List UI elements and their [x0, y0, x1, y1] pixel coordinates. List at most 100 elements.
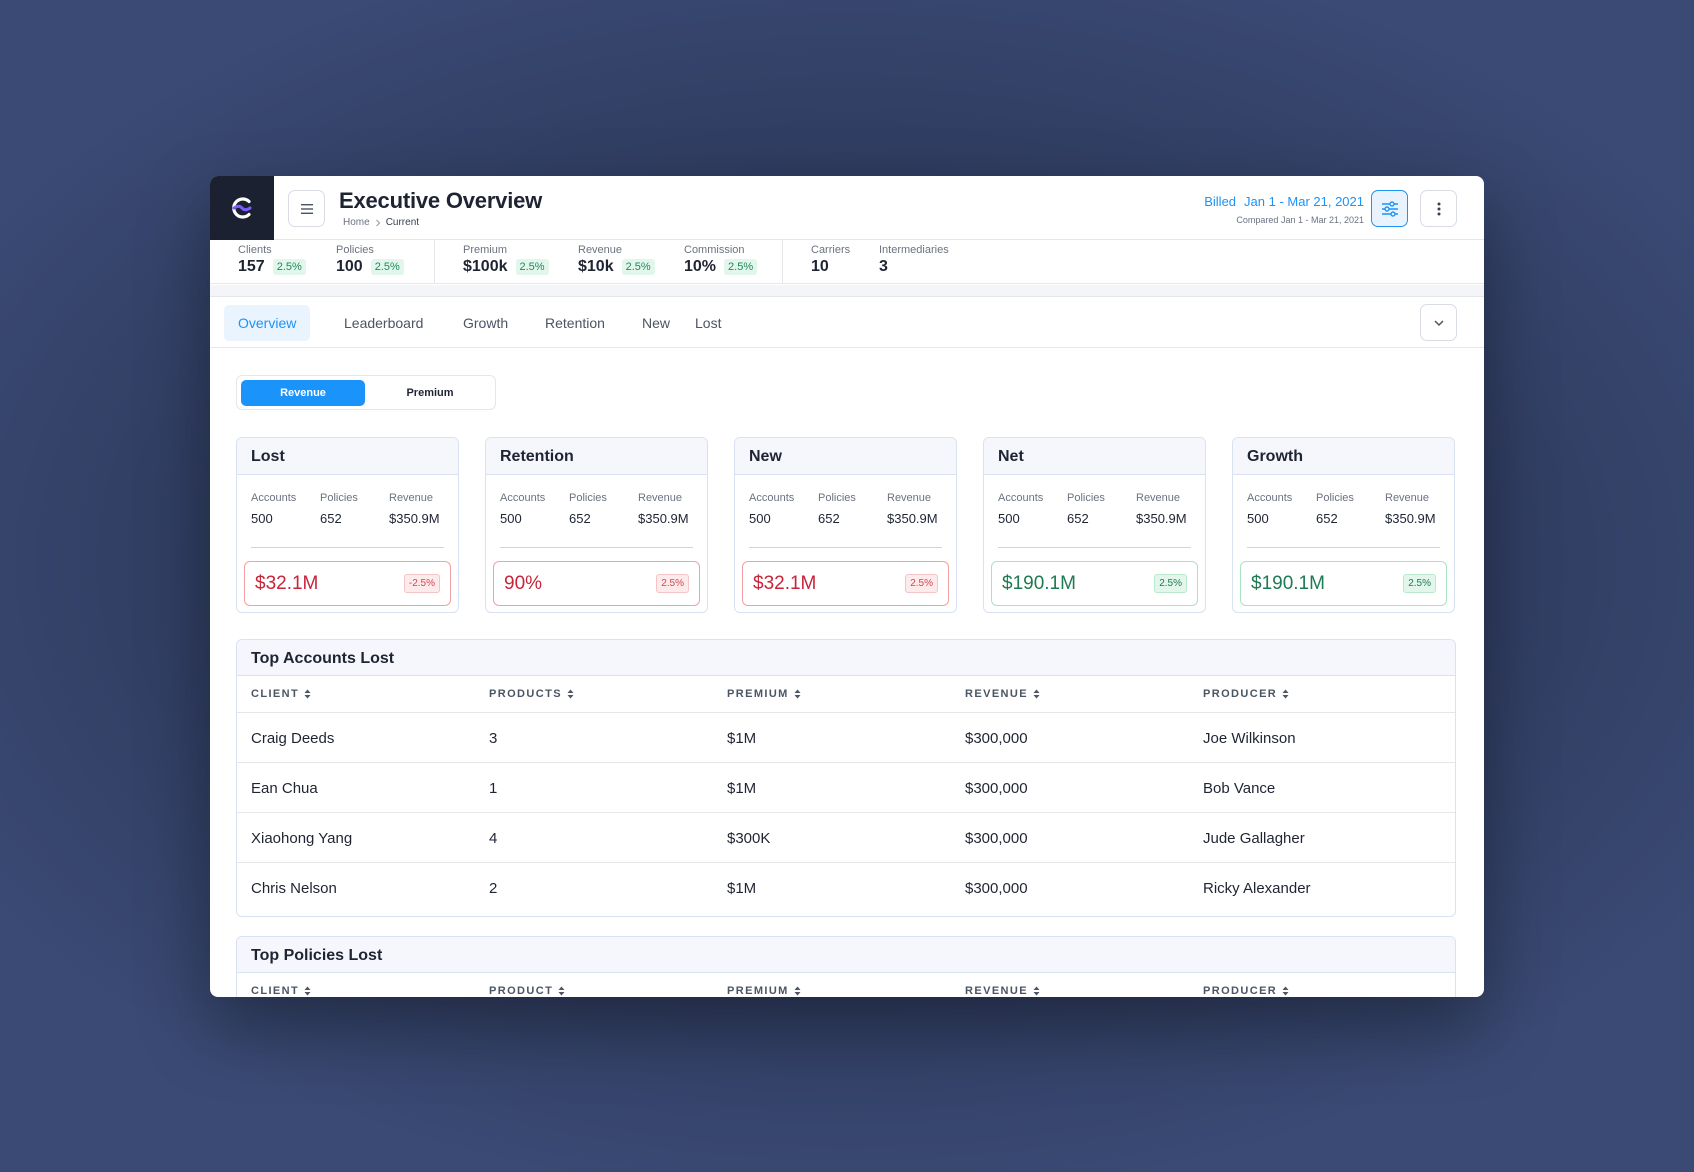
stats-divider [782, 240, 783, 284]
more-options-button[interactable] [1420, 190, 1457, 227]
metric-label: Revenue [887, 492, 932, 504]
filter-settings-button[interactable] [1371, 190, 1408, 227]
cell-producer: Ricky Alexander [1203, 880, 1311, 897]
card-divider [251, 547, 444, 548]
column-header-producer[interactable]: PRODUCER [1203, 688, 1289, 700]
cell-revenue: $300,000 [965, 830, 1028, 847]
stat-value: 100 [336, 258, 363, 275]
metric-value: $350.9M [887, 511, 938, 526]
metric-label: Revenue [638, 492, 683, 504]
card-metrics: Accounts 500 Policies 652 Revenue $350.9M [500, 492, 693, 532]
metric-label: Policies [569, 492, 607, 504]
card-metrics: Accounts 500 Policies 652 Revenue $350.9M [251, 492, 444, 532]
cell-revenue: $300,000 [965, 880, 1028, 897]
hamburger-menu-button[interactable] [288, 190, 325, 227]
table-row[interactable]: Craig Deeds 3 $1M $300,000 Joe Wilkinson [237, 713, 1455, 763]
cell-producer: Jude Gallagher [1203, 830, 1305, 847]
table-header-row: CLIENT PRODUCTS PREMIUM REVENUE PRODUCER [237, 676, 1455, 713]
column-header-product[interactable]: PRODUCT [489, 985, 565, 997]
stat-value: $10k [578, 258, 614, 275]
tabs-dropdown-button[interactable] [1420, 304, 1457, 341]
metric-value: 652 [1316, 511, 1338, 526]
metric-value: 500 [749, 511, 771, 526]
stat-label: Policies [336, 244, 374, 256]
app-logo-icon[interactable] [210, 176, 274, 240]
stat-badge: 2.5% [724, 259, 758, 275]
metric-label: Accounts [251, 492, 297, 504]
summary-card-growth: Growth Accounts 500 Policies 652 Revenue $3… [1232, 437, 1455, 613]
tab-leaderboard[interactable]: Leaderboard [344, 315, 424, 331]
page-title: Executive Overview [339, 188, 543, 213]
table-row[interactable]: Chris Nelson 2 $1M $300,000 Ricky Alexan… [237, 863, 1455, 913]
stat-value: $100k [463, 258, 508, 275]
stat-intermediaries: Intermediaries 3 [879, 244, 949, 276]
column-header-revenue[interactable]: REVENUE [965, 985, 1040, 997]
column-label: PRODUCER [1203, 688, 1278, 700]
card-change-badge: 2.5% [905, 574, 938, 593]
stat-label: Commission [684, 244, 745, 256]
tab-new[interactable]: New [642, 315, 671, 331]
tab-lost[interactable]: Lost [695, 315, 722, 331]
column-header-products[interactable]: PRODUCTS [489, 688, 574, 700]
stats-divider [434, 240, 435, 284]
stats-bar: Clients 157 2.5% Policies 100 2.5% Premium… [210, 240, 1484, 284]
metric-value: 500 [1247, 511, 1269, 526]
summary-card-new: New Accounts 500 Policies 652 Revenue $350.… [734, 437, 957, 613]
column-label: PREMIUM [727, 985, 789, 997]
stat-value: 157 [238, 258, 265, 275]
column-header-revenue[interactable]: REVENUE [965, 688, 1040, 700]
cell-products: 3 [489, 730, 498, 747]
cell-products: 4 [489, 830, 498, 847]
billed-date-range[interactable]: Billed Jan 1 - Mar 21, 2021 [1204, 194, 1364, 209]
card-divider [998, 547, 1191, 548]
metric-value: $350.9M [389, 511, 440, 526]
summary-card-retention: Retention Accounts 500 Policies 652 Revenu… [485, 437, 708, 613]
stat-carriers: Carriers 10 [811, 244, 850, 276]
cell-client: Ean Chua [251, 780, 318, 797]
card-metrics: Accounts 500 Policies 652 Revenue $350.9M [1247, 492, 1440, 532]
tab-bar: Overview Leaderboard Growth Retention Ne… [210, 298, 1484, 348]
column-header-premium[interactable]: PREMIUM [727, 688, 801, 700]
metric-value: $350.9M [1385, 511, 1436, 526]
stat-label: Carriers [811, 244, 851, 256]
column-label: PRODUCT [489, 985, 554, 997]
metric-label: Policies [1316, 492, 1354, 504]
metric-label: Revenue [1136, 492, 1181, 504]
metric-value: $350.9M [1136, 511, 1187, 526]
stat-clients: Clients 157 2.5% [238, 244, 306, 276]
card-title: Retention [486, 438, 707, 475]
billed-range: Jan 1 - Mar 21, 2021 [1244, 194, 1364, 209]
sort-icon [1033, 689, 1040, 699]
card-change-badge: 2.5% [656, 574, 689, 593]
cell-client: Xiaohong Yang [251, 830, 353, 847]
breadcrumb-home[interactable]: Home [343, 217, 370, 228]
table-header-row: CLIENT PRODUCT PREMIUM REVENUE PRODUCER [237, 973, 1455, 997]
breadcrumb: Home Current [343, 217, 419, 228]
stat-premium: Premium $100k 2.5% [463, 244, 549, 276]
tab-overview[interactable]: Overview [224, 305, 311, 341]
metric-label: Policies [818, 492, 856, 504]
column-label: REVENUE [965, 688, 1028, 700]
table-row[interactable]: Ean Chua 1 $1M $300,000 Bob Vance [237, 763, 1455, 813]
metric-value: 652 [320, 511, 342, 526]
card-metrics: Accounts 500 Policies 652 Revenue $350.9M [998, 492, 1191, 532]
sort-icon [304, 986, 311, 996]
column-header-client[interactable]: CLIENT [251, 985, 311, 997]
column-label: CLIENT [251, 688, 300, 700]
cell-producer: Joe Wilkinson [1203, 730, 1296, 747]
metric-label: Accounts [500, 492, 546, 504]
toggle-revenue[interactable]: Revenue [241, 380, 365, 406]
toggle-premium[interactable]: Premium [406, 387, 454, 399]
card-title: Lost [237, 438, 458, 475]
tab-growth[interactable]: Growth [463, 315, 509, 331]
tab-retention[interactable]: Retention [545, 315, 605, 331]
cell-premium: $1M [727, 780, 757, 797]
card-total-value: $32.1M [255, 572, 319, 594]
table-row[interactable]: Xiaohong Yang 4 $300K $300,000 Jude Gall… [237, 813, 1455, 863]
column-header-client[interactable]: CLIENT [251, 688, 311, 700]
column-header-producer[interactable]: PRODUCER [1203, 985, 1289, 997]
column-label: PREMIUM [727, 688, 789, 700]
metric-value: 500 [998, 511, 1020, 526]
metric-value: 652 [569, 511, 591, 526]
column-header-premium[interactable]: PREMIUM [727, 985, 801, 997]
